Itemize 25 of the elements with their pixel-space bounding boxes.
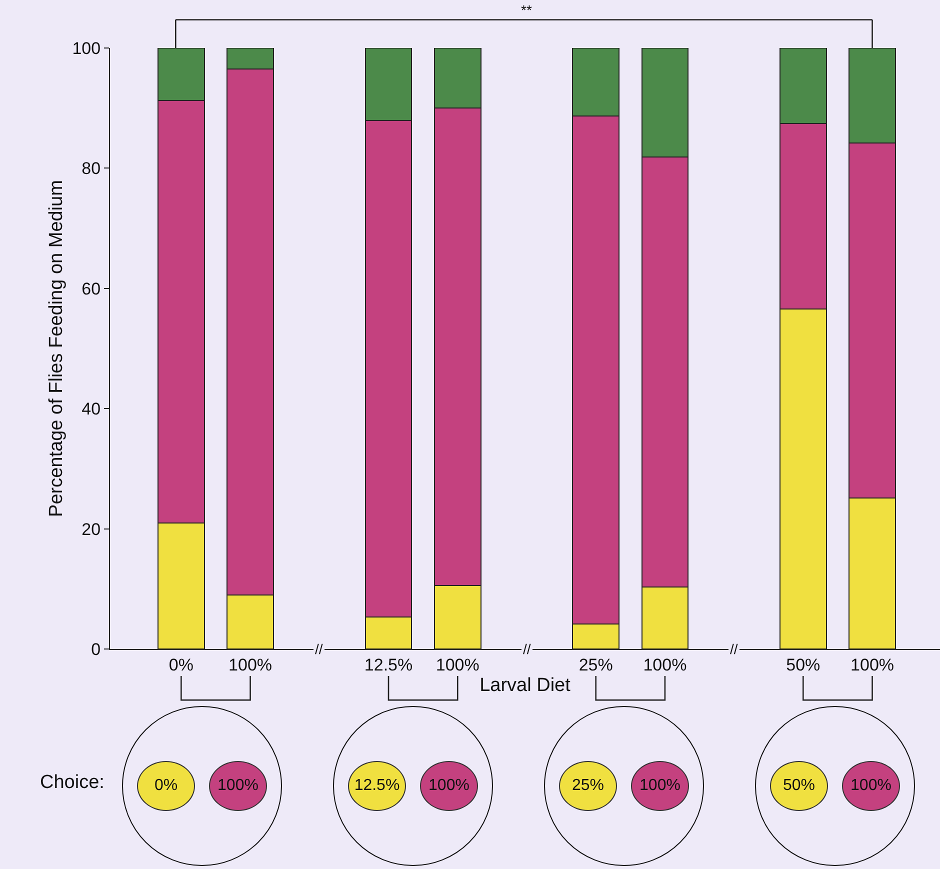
x-axis-title: Larval Diet [480, 675, 572, 696]
y-tick-label: 100 [72, 38, 101, 58]
x-tick-label: 0% [168, 655, 194, 674]
x-tick-label: 12.5% [364, 655, 413, 674]
x-tick-label: 100% [850, 655, 894, 674]
y-tick-label: 40 [82, 400, 101, 419]
y-tick-label: 60 [82, 279, 101, 298]
y-tick-label: 20 [82, 520, 101, 539]
dish-icon: 50% 100% [755, 706, 915, 866]
x-tick-label: 100% [228, 655, 272, 674]
dish-icon: 0% 100% [122, 706, 282, 866]
text: Choice: [40, 772, 104, 794]
x-tick-label: 100% [436, 655, 480, 674]
annotation: // [523, 641, 531, 657]
x-tick-label: 100% [643, 655, 687, 674]
y-axis-title: Percentage of Flies Feeding on Medium [46, 180, 67, 517]
x-tick-label: 50% [786, 655, 820, 674]
annotation: // [730, 641, 738, 657]
y-tick-label: 80 [82, 159, 101, 178]
annotation: // [315, 641, 323, 657]
dish-icon: 25% 100% [544, 706, 704, 866]
y-tick-label: 0 [91, 640, 101, 659]
x-tick-label: 25% [578, 655, 613, 674]
text: ** [521, 2, 532, 18]
dish-icon: 12.5% 100% [333, 706, 493, 866]
